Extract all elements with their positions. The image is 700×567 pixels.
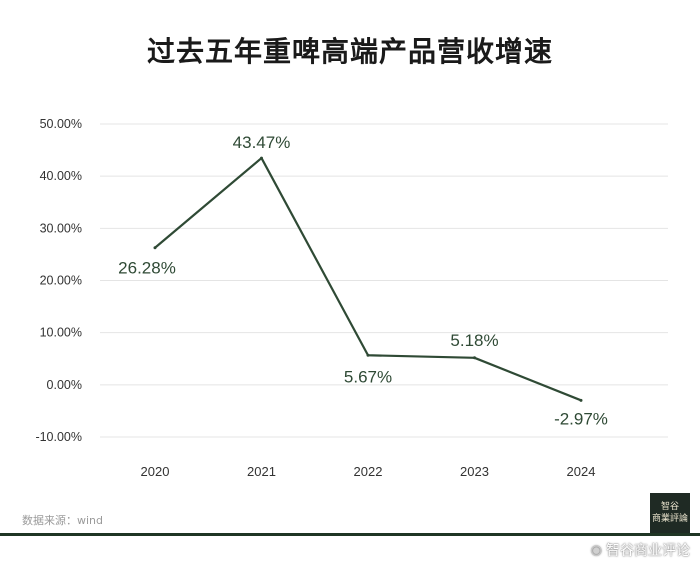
data-point (260, 156, 263, 160)
x-tick-label: 2022 (354, 464, 383, 479)
y-tick-label: 40.00% (40, 169, 82, 183)
data-label: 43.47% (233, 133, 291, 152)
data-label: 5.18% (450, 331, 498, 350)
x-tick-label: 2020 (141, 464, 170, 479)
y-tick-label: -10.00% (35, 430, 82, 444)
x-tick-label: 2021 (247, 464, 276, 479)
data-point (366, 353, 370, 357)
y-tick-label: 0.00% (47, 378, 82, 392)
data-source-note: 数据来源：wind (22, 514, 104, 527)
data-label: 5.67% (344, 367, 392, 386)
x-tick-label: 2024 (567, 464, 596, 479)
brand-logo-stamp: 智谷 商業評論 (650, 493, 690, 533)
bottom-divider (0, 533, 700, 536)
stamp-line-1: 智谷 (660, 502, 679, 512)
chart-title: 过去五年重啤高端产品营收增速 (146, 35, 553, 68)
data-point (579, 398, 583, 402)
data-point (153, 246, 157, 250)
watermark-text: 智谷商业评论 (606, 543, 690, 559)
weibo-icon: ◉ (590, 542, 602, 558)
y-tick-label: 50.00% (40, 117, 82, 131)
line-chart: -10.00% 0.00% 10.00% 20.00% 30.00% 40.00% 50.0… (35, 117, 668, 479)
data-label: -2.97% (554, 409, 608, 428)
data-point (473, 356, 476, 360)
y-tick-label: 20.00% (40, 274, 82, 288)
watermark: ◉ 智谷商业评论 (591, 540, 690, 560)
y-tick-label: 10.00% (40, 326, 82, 340)
x-tick-label: 2023 (460, 464, 489, 479)
y-tick-label: 30.00% (40, 221, 82, 235)
series-line (154, 156, 582, 402)
stamp-line-2: 商業評論 (651, 514, 688, 524)
data-label: 26.28% (118, 259, 176, 278)
